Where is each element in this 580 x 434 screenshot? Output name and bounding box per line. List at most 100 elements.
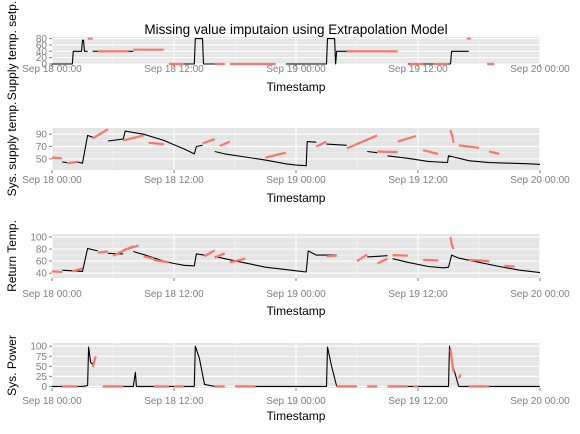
imputed-series-line (122, 134, 144, 142)
x-tick-label: Sep 18 00:00 (22, 64, 82, 75)
imputed-series-line (488, 150, 500, 155)
observed-series-line (285, 38, 347, 65)
y-tick-label: 40 (36, 47, 48, 58)
imputed-series-line (214, 252, 226, 259)
y-axis-title: Return Temp. (5, 220, 19, 292)
y-axis-title: Sys. supply temp. (5, 102, 19, 197)
imputed-series-line (51, 156, 63, 160)
imputed-series-line (219, 140, 231, 147)
x-axis-title: Timestamp (267, 304, 326, 318)
observed-series-line (52, 39, 88, 65)
imputed-series-line (122, 244, 139, 252)
y-axis-title: Sys. Power (5, 335, 19, 396)
x-tick-label: Sep 18 12:00 (144, 64, 204, 75)
y-tick-label: 0 (41, 60, 47, 71)
x-tick-label: Sep 18 00:00 (22, 289, 82, 300)
observed-series-line (107, 130, 203, 155)
y-tick-label: 0 (41, 382, 47, 393)
imputed-series-line (91, 356, 97, 368)
x-axis-title: Timestamp (267, 80, 326, 94)
observed-series-line (367, 255, 388, 258)
imputed-series-line (397, 134, 417, 143)
imputed-series-line (376, 257, 388, 265)
y-tick-label: 100 (30, 342, 47, 353)
y-tick-label: 40 (36, 269, 48, 280)
x-tick-label: Sep 18 12:00 (144, 175, 204, 186)
imputed-series-line (457, 373, 462, 379)
x-tick-label: Sep 19 00:00 (266, 175, 326, 186)
x-tick-label: Sep 20 00:00 (510, 175, 570, 186)
imputed-series-line (449, 349, 455, 373)
imputed-series-line (71, 267, 83, 273)
observed-series-line (407, 50, 469, 65)
y-tick-label: 25 (36, 372, 48, 383)
panel-2: Sep 18 00:00 Sep 18 12:00 Sep 19 00:00 Sep … (5, 102, 570, 205)
y-tick-label: 60 (36, 40, 48, 51)
imputed-series-line (67, 160, 78, 165)
x-tick-label: Sep 18 00:00 (22, 175, 82, 186)
imputed-series-line (315, 140, 327, 148)
observed-series-line (387, 155, 541, 165)
x-tick-label: Sep 19 00:00 (266, 289, 326, 300)
imputed-series-line (449, 236, 455, 250)
y-tick-label: 75 (36, 352, 48, 363)
x-tick-label: Sep 18 00:00 (22, 396, 82, 407)
x-tick-label: Sep 20 00:00 (510, 64, 570, 75)
y-tick-label: 20 (36, 53, 48, 64)
imputed-series-line (423, 258, 439, 262)
observed-series-line (367, 150, 378, 154)
x-tick-label: Sep 20 00:00 (510, 396, 570, 407)
y-tick-label: 90 (36, 130, 48, 141)
observed-series-line (214, 141, 317, 167)
y-axis-title: Supply temp. setp. (5, 1, 19, 100)
panel-4: Sep 18 00:00 Sep 18 12:00 Sep 19 00:00 Sep … (5, 335, 570, 423)
x-tick-label: Sep 19 12:00 (388, 396, 448, 407)
panel-1: Sep 18 00:00 Sep 18 12:00 Sep 19 00:00 Sep … (5, 1, 570, 100)
observed-series-line (62, 247, 98, 272)
observed-series-line (174, 38, 215, 65)
imputed-series-line (504, 264, 515, 268)
y-tick-label: 50 (36, 154, 48, 165)
y-tick-label: 100 (30, 233, 47, 244)
imputed-series-line (143, 255, 154, 260)
observed-series-line (392, 254, 541, 274)
chart-title: Missing value imputaion using Extrapolat… (144, 22, 447, 37)
x-tick-label: Sep 20 00:00 (510, 289, 570, 300)
imputed-series-line (449, 129, 455, 143)
imputed-series-line (265, 151, 287, 159)
imputed-series-line (229, 257, 246, 264)
imputed-series-line (148, 141, 164, 146)
x-tick-label: Sep 19 12:00 (388, 64, 448, 75)
imputed-series-line (356, 253, 368, 263)
x-tick-label: Sep 19 12:00 (388, 289, 448, 300)
y-tick-label: 50 (36, 362, 48, 373)
imputed-series-line (153, 258, 170, 264)
imputed-series-line (468, 258, 490, 263)
imputed-series-line (377, 150, 398, 154)
x-tick-label: Sep 19 00:00 (266, 64, 326, 75)
imputed-series-line (92, 128, 109, 140)
imputed-series-line (458, 144, 480, 149)
observed-series-line (102, 345, 215, 387)
y-tick-label: 80 (36, 245, 48, 256)
x-tick-label: Sep 19 00:00 (266, 396, 326, 407)
imputed-series-line (326, 254, 337, 258)
x-tick-label: Sep 18 12:00 (144, 396, 204, 407)
observed-series-line (326, 143, 347, 146)
imputed-series-line (422, 149, 439, 155)
observed-series-line (77, 134, 93, 164)
imputed-series-line (203, 249, 216, 258)
x-tick-label: Sep 18 12:00 (144, 289, 204, 300)
observed-series-line (255, 346, 338, 387)
observed-series-line (133, 250, 205, 267)
imputed-series-line (392, 254, 408, 257)
panel-3: Sep 18 00:00 Sep 18 12:00 Sep 19 00:00 Sep … (5, 220, 570, 318)
x-axis-title: Timestamp (267, 191, 326, 205)
x-axis-title: Timestamp (267, 409, 326, 423)
imputed-series-line (97, 250, 109, 254)
y-tick-label: 60 (36, 257, 48, 268)
imputed-series-line (346, 134, 378, 150)
imputed-series-line (51, 270, 63, 274)
y-tick-label: 70 (36, 142, 48, 153)
